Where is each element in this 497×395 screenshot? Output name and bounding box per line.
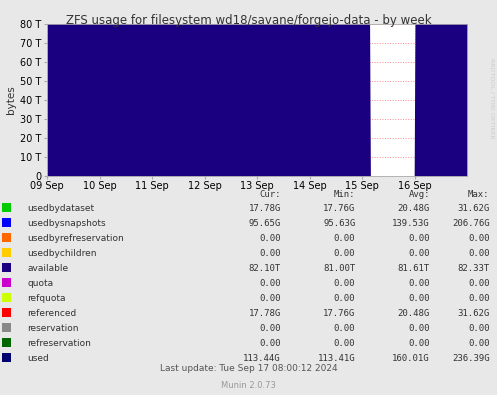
Text: available: available [27, 264, 69, 273]
Text: Last update: Tue Sep 17 08:00:12 2024: Last update: Tue Sep 17 08:00:12 2024 [160, 364, 337, 372]
Text: 236.39G: 236.39G [452, 354, 490, 363]
Text: quota: quota [27, 279, 54, 288]
Text: 17.78G: 17.78G [248, 309, 281, 318]
Text: 31.62G: 31.62G [457, 204, 490, 213]
Text: 0.00: 0.00 [409, 234, 430, 243]
Text: 81.61T: 81.61T [398, 264, 430, 273]
Text: 17.76G: 17.76G [323, 309, 355, 318]
Text: usedbychildren: usedbychildren [27, 249, 97, 258]
Text: 139.53G: 139.53G [392, 219, 430, 228]
Text: refreservation: refreservation [27, 339, 91, 348]
Text: 0.00: 0.00 [259, 324, 281, 333]
Text: RRDTOOL / TOBI OETIKER: RRDTOOL / TOBI OETIKER [490, 58, 495, 139]
Text: 0.00: 0.00 [409, 249, 430, 258]
Text: 82.10T: 82.10T [248, 264, 281, 273]
Text: reservation: reservation [27, 324, 79, 333]
Text: 0.00: 0.00 [468, 339, 490, 348]
Text: 20.48G: 20.48G [398, 309, 430, 318]
Text: 0.00: 0.00 [468, 324, 490, 333]
Text: 0.00: 0.00 [468, 249, 490, 258]
Text: usedbysnapshots: usedbysnapshots [27, 219, 106, 228]
Text: 0.00: 0.00 [259, 339, 281, 348]
Text: 0.00: 0.00 [259, 249, 281, 258]
Text: 0.00: 0.00 [468, 294, 490, 303]
Text: 17.78G: 17.78G [248, 204, 281, 213]
Text: usedbyrefreservation: usedbyrefreservation [27, 234, 124, 243]
Text: 0.00: 0.00 [259, 294, 281, 303]
Text: 0.00: 0.00 [468, 234, 490, 243]
Text: 0.00: 0.00 [334, 339, 355, 348]
Text: 0.00: 0.00 [409, 339, 430, 348]
Text: 0.00: 0.00 [409, 279, 430, 288]
Text: 31.62G: 31.62G [457, 309, 490, 318]
Text: 113.44G: 113.44G [243, 354, 281, 363]
Text: 0.00: 0.00 [259, 279, 281, 288]
Text: 81.00T: 81.00T [323, 264, 355, 273]
Text: Max:: Max: [468, 190, 490, 199]
Text: 95.63G: 95.63G [323, 219, 355, 228]
Text: refquota: refquota [27, 294, 66, 303]
Text: 0.00: 0.00 [334, 234, 355, 243]
Text: used: used [27, 354, 49, 363]
Text: 0.00: 0.00 [334, 249, 355, 258]
Text: 206.76G: 206.76G [452, 219, 490, 228]
Text: 17.76G: 17.76G [323, 204, 355, 213]
Text: 0.00: 0.00 [259, 234, 281, 243]
Text: 95.65G: 95.65G [248, 219, 281, 228]
Text: 0.00: 0.00 [334, 294, 355, 303]
Text: Avg:: Avg: [409, 190, 430, 199]
Text: 0.00: 0.00 [409, 324, 430, 333]
Text: 0.00: 0.00 [468, 279, 490, 288]
Text: 0.00: 0.00 [409, 294, 430, 303]
Text: 0.00: 0.00 [334, 279, 355, 288]
Y-axis label: bytes: bytes [6, 85, 16, 114]
Text: 113.41G: 113.41G [318, 354, 355, 363]
Text: ZFS usage for filesystem wd18/savane/forgejo-data - by week: ZFS usage for filesystem wd18/savane/for… [66, 14, 431, 27]
Text: Min:: Min: [334, 190, 355, 199]
Text: 82.33T: 82.33T [457, 264, 490, 273]
Text: referenced: referenced [27, 309, 77, 318]
Text: 160.01G: 160.01G [392, 354, 430, 363]
Text: Cur:: Cur: [259, 190, 281, 199]
Text: 20.48G: 20.48G [398, 204, 430, 213]
Text: usedbydataset: usedbydataset [27, 204, 94, 213]
Text: Munin 2.0.73: Munin 2.0.73 [221, 381, 276, 389]
Text: 0.00: 0.00 [334, 324, 355, 333]
